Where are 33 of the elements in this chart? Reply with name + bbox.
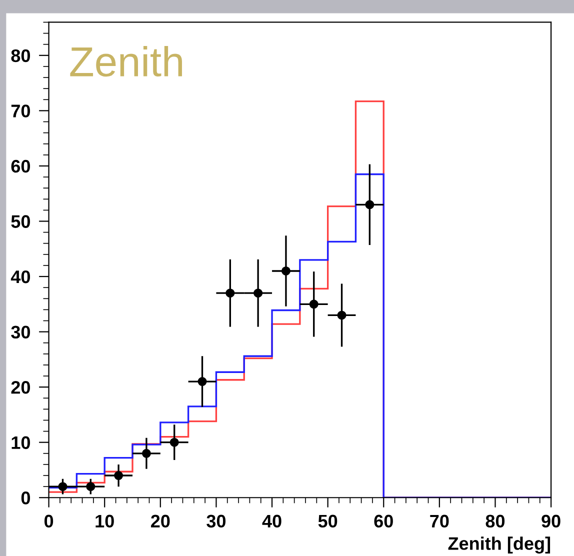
x-tick-label: 20 — [150, 514, 170, 528]
y-tick-label: 70 — [11, 104, 30, 118]
point — [58, 482, 68, 492]
point — [254, 288, 263, 298]
point — [198, 377, 207, 386]
point — [142, 448, 151, 458]
point — [86, 482, 96, 492]
x-tick-label: 40 — [262, 514, 282, 528]
y-tick-label: 10 — [12, 436, 30, 450]
y-tick-label: 60 — [11, 160, 30, 173]
y-tick-label: 40 — [10, 270, 30, 284]
y-tick-label: 80 — [11, 49, 30, 62]
point — [337, 310, 346, 320]
y-tick-label: 30 — [11, 326, 30, 339]
point — [114, 471, 124, 480]
y-tick-label: 0 — [21, 492, 30, 504]
chart-title: Zenith — [70, 46, 182, 77]
point — [170, 438, 179, 447]
x-tick-label: 60 — [374, 514, 393, 528]
x-tick-label: 70 — [430, 514, 449, 528]
point — [226, 288, 235, 298]
x-axis-title: Zenith [deg] — [448, 536, 550, 554]
x-tick-label: 90 — [542, 514, 560, 528]
point — [309, 300, 318, 309]
x-tick-label: 30 — [206, 514, 226, 528]
x-tick-label: 50 — [318, 514, 338, 528]
point — [281, 266, 290, 276]
x-tick-label: 0 — [44, 514, 54, 528]
y-tick-label: 50 — [11, 215, 30, 228]
y-tick-label: 20 — [11, 381, 30, 394]
x-tick-label: 80 — [486, 514, 505, 528]
point — [365, 200, 374, 210]
x-tick-label: 10 — [96, 514, 114, 528]
